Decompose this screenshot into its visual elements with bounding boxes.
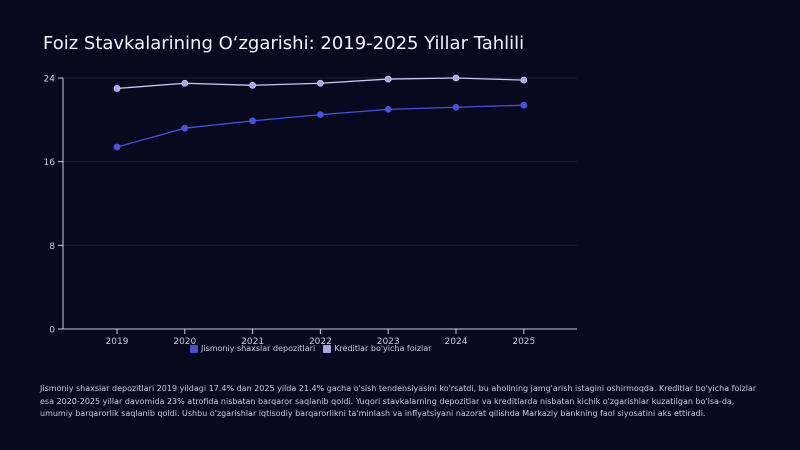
series-2-point[interactable]: [181, 79, 189, 87]
x-tick-label: 2019: [106, 337, 129, 347]
x-tick-label: 2022: [309, 337, 332, 347]
series-1-point[interactable]: [452, 103, 460, 111]
series-2-point[interactable]: [316, 79, 324, 87]
legend-label: Kreditlar bo'yicha foizlar: [334, 344, 432, 353]
y-tick-label: 0: [49, 326, 55, 336]
x-axis: 2019 2020 2021 2022 2023 2024 2025: [63, 328, 577, 347]
series-1-point[interactable]: [384, 105, 392, 113]
legend: Jismoniy shaxslar depozitlari Kreditlar b…: [190, 344, 439, 353]
y-tick-label: 8: [49, 242, 55, 252]
x-tick-label: 2024: [445, 337, 468, 347]
chart-title: Foiz Stavkalarining O‘zgarishi: 2019-202…: [43, 33, 525, 54]
x-tick-label: 2023: [377, 337, 400, 347]
legend-swatch: [323, 344, 332, 353]
x-tick-label: 2021: [241, 337, 264, 347]
series-2-point[interactable]: [520, 76, 528, 84]
legend-item-2[interactable]: Kreditlar bo'yicha foizlar: [323, 344, 431, 353]
chart-caption: Jismoniy shaxslar depozitlari 2019 yilda…: [40, 384, 757, 418]
series-1-point[interactable]: [249, 117, 257, 125]
series-1-point[interactable]: [113, 143, 121, 151]
series-group: [113, 74, 528, 151]
series-2-point[interactable]: [384, 75, 392, 83]
series-2-point[interactable]: [452, 74, 460, 82]
legend-item-1[interactable]: Jismoniy shaxslar depozitlari: [190, 344, 315, 353]
x-tick-label: 2025: [512, 337, 535, 347]
legend-swatch: [190, 344, 198, 353]
y-tick-label: 16: [44, 158, 56, 168]
series-2-point[interactable]: [113, 85, 121, 92]
y-axis: 0 8 16 24: [44, 75, 64, 336]
series-1-point[interactable]: [181, 124, 189, 132]
series-1-point[interactable]: [520, 101, 528, 109]
y-tick-label: 24: [44, 75, 56, 85]
x-tick-label: 2020: [173, 337, 196, 347]
legend-label: Jismoniy shaxslar depozitlari: [201, 344, 316, 353]
series-2-point[interactable]: [249, 81, 257, 89]
series-1-point[interactable]: [316, 111, 324, 119]
grid-lines: [63, 77, 577, 246]
